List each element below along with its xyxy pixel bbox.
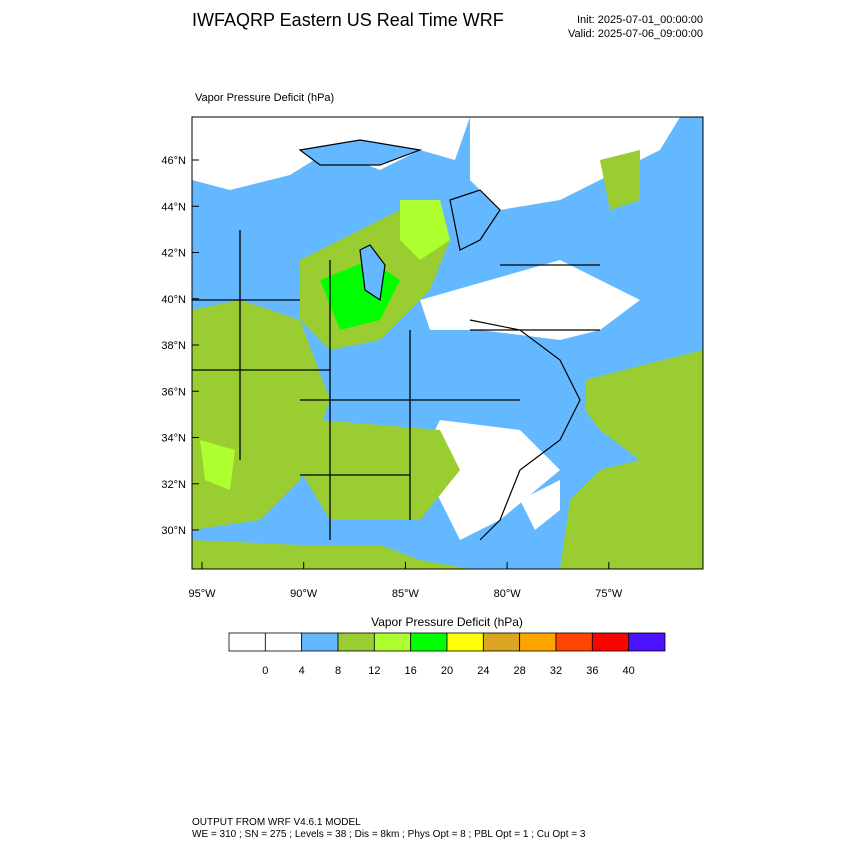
lon-label: 95°W (188, 588, 216, 600)
lon-label: 80°W (494, 588, 522, 600)
colorbar-box (337, 632, 375, 652)
lat-label: 36°N (161, 386, 186, 398)
lat-label: 30°N (161, 525, 186, 537)
footer-line: WE = 310 ; SN = 275 ; Levels = 38 ; Dis … (192, 829, 586, 840)
colorbar-title: Vapor Pressure Deficit (hPa) (371, 615, 523, 629)
map-title: Vapor Pressure Deficit (hPa) (195, 92, 334, 104)
lat-label: 38°N (161, 340, 186, 352)
colorbar-label: 0 (262, 665, 268, 677)
colorbar-label: 20 (441, 665, 453, 677)
colorbar-label: 28 (514, 665, 526, 677)
colorbar-label: 16 (405, 665, 417, 677)
colorbar-box (519, 632, 557, 652)
colorbar-label: 24 (477, 665, 489, 677)
colorbar-box (301, 632, 339, 652)
colorbar-box (628, 632, 666, 652)
lat-axis: 46°N 44°N 42°N 40°N 38°N 36°N 34°N 32°N 30°N (161, 155, 199, 537)
colorbar-box (555, 632, 593, 652)
colorbar-box (410, 632, 448, 652)
colorbar-label: 12 (368, 665, 380, 677)
colorbar: 0 4 8 12 16 20 24 28 32 36 40 (228, 632, 666, 677)
init-time: Init: 2025-07-01_00:00:00 (577, 14, 703, 26)
colorbar-label: 40 (623, 665, 635, 677)
colorbar-box (228, 632, 266, 652)
colorbar-label: 36 (586, 665, 598, 677)
footer-line: OUTPUT FROM WRF V4.6.1 MODEL (192, 817, 361, 828)
colorbar-box (446, 632, 484, 652)
map (192, 117, 703, 569)
lat-label: 42°N (161, 248, 186, 260)
lat-label: 46°N (161, 155, 186, 167)
lat-label: 32°N (161, 479, 186, 491)
lon-axis: 95°W 90°W 85°W 80°W 75°W (188, 562, 623, 600)
colorbar-label: 32 (550, 665, 562, 677)
lat-label: 44°N (161, 201, 186, 213)
lon-label: 85°W (392, 588, 420, 600)
colorbar-box (264, 632, 303, 652)
lat-label: 40°N (161, 294, 186, 306)
lat-label: 34°N (161, 433, 186, 445)
colorbar-box (373, 632, 412, 652)
map-frame (191, 116, 704, 570)
valid-time: Valid: 2025-07-06_09:00:00 (568, 28, 703, 40)
colorbar-label: 8 (335, 665, 341, 677)
colorbar-box (591, 632, 630, 652)
colorbar-box (482, 632, 521, 652)
colorbar-label: 4 (299, 665, 305, 677)
lon-label: 90°W (290, 588, 318, 600)
title: IWFAQRP Eastern US Real Time WRF (192, 10, 504, 30)
lon-label: 75°W (595, 588, 623, 600)
